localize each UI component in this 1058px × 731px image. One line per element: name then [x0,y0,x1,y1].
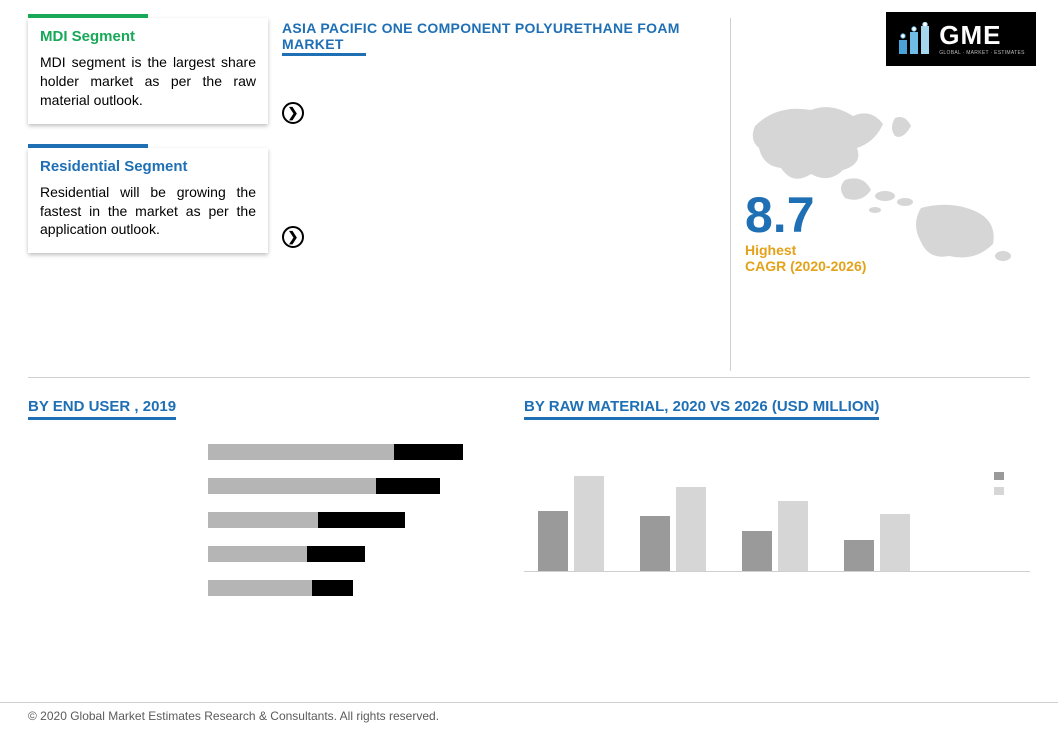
gme-logo: GME GLOBAL · MARKET · ESTIMATES [886,12,1036,66]
bottom-section: BY END USER , 2019 ..... BY RAW MATERIAL… [28,378,1030,612]
chevron-right-icon: ❯ [282,226,304,248]
bar-2020 [640,516,670,571]
hbar-row: . [28,578,498,598]
end-user-chart: BY END USER , 2019 ..... [28,398,498,612]
logo-bars-icon [897,22,933,56]
bar-chart [524,452,1030,572]
bar-group [640,487,706,571]
bar-group [538,476,604,571]
section-title-enduser: BY END USER , 2019 [28,398,176,420]
bar-2026 [778,501,808,571]
bar-group [844,514,910,571]
bar-2026 [880,514,910,571]
hbar-row: . [28,510,498,530]
top-section: MDI Segment MDI segment is the largest s… [28,18,1030,378]
logo-text: GME [939,22,1025,48]
bar-group [742,501,808,571]
chevron-right-icon: ❯ [282,102,304,124]
card-title: MDI Segment [40,28,256,45]
card-residential: Residential Segment Residential will be … [28,148,268,254]
bar-2020 [742,531,772,571]
card-mdi: MDI Segment MDI segment is the largest s… [28,18,268,124]
cards-column: MDI Segment MDI segment is the largest s… [28,18,268,371]
legend-swatch [994,472,1004,480]
legend-item-2026: 2026 [994,485,1030,496]
legend: 2020 2026 [994,470,1030,500]
right-column: GME GLOBAL · MARKET · ESTIMATES [730,18,1030,371]
legend-item-2020: 2020 [994,470,1030,481]
card-title: Residential Segment [40,158,256,175]
page-title: ASIA PACIFIC ONE COMPONENT POLYURETHANE … [282,20,716,56]
copyright: © 2020 Global Market Estimates Research … [0,702,1058,723]
bar-2026 [574,476,604,571]
card-tab [28,144,148,148]
bar-2026 [676,487,706,571]
card-body: MDI segment is the largest share holder … [40,53,256,110]
hbar-row: . [28,442,498,462]
bar-2020 [844,540,874,571]
legend-swatch [994,487,1004,495]
hbar-row: . [28,476,498,496]
hbar-row: . [28,544,498,564]
logo-subtext: GLOBAL · MARKET · ESTIMATES [939,50,1025,56]
raw-material-chart: BY RAW MATERIAL, 2020 VS 2026 (USD MILLI… [524,398,1030,612]
bar-2020 [538,511,568,572]
hbar-list: ..... [28,442,498,598]
section-title-rawmaterial: BY RAW MATERIAL, 2020 VS 2026 (USD MILLI… [524,398,879,420]
card-body: Residential will be growing the fastest … [40,183,256,240]
asia-pacific-map-icon [745,100,1030,275]
title-column: ASIA PACIFIC ONE COMPONENT POLYURETHANE … [282,18,716,371]
card-tab [28,14,148,18]
